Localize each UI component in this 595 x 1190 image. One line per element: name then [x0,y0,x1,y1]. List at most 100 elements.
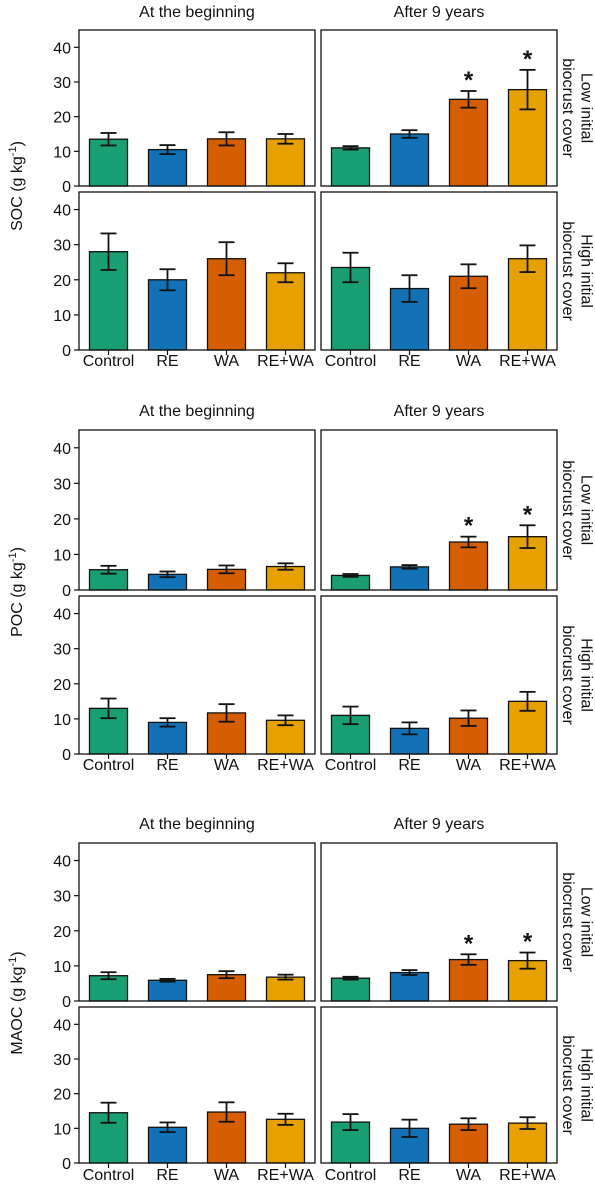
bar [448,958,489,1002]
row-strip-label-line: biocrust cover [559,625,576,725]
y-axis-title-close: ) [9,547,26,552]
y-tick-label: 0 [62,994,71,1011]
panel [78,191,316,351]
y-tick-label: 10 [53,1121,71,1138]
y-axis-title-exponent: -1 [7,552,19,562]
x-tick-label: Control [325,1167,377,1184]
y-tick-label: 10 [53,308,71,325]
x-tick-label: RE+WA [257,757,314,774]
x-tick-label: RE [156,757,178,774]
y-axis-title: POC (g kg-1) [7,547,26,637]
y-tick-label: 20 [53,924,71,941]
bar [389,566,430,591]
y-tick-label: 0 [62,179,71,196]
y-tick-label: 30 [53,476,71,493]
bar [265,138,306,187]
x-tick-label: WA [214,1167,240,1184]
column-strip-label: At the beginning [139,403,255,420]
x-tick-label: RE [156,353,178,370]
y-tick-label: 0 [62,583,71,600]
y-tick-label: 30 [53,642,71,659]
panel-border [320,429,558,591]
x-tick-label: RE [398,1167,420,1184]
x-tick-label: Control [83,353,135,370]
y-axis-title-close: ) [9,951,26,956]
column-strip-label: After 9 years [394,403,485,420]
bar [448,98,489,187]
y-tick-label: 30 [53,238,71,255]
significance-star: * [464,930,474,957]
x-tick-label: WA [214,353,240,370]
row-strip-label-line: biocrust cover [559,221,576,321]
y-tick-label: 10 [53,547,71,564]
y-tick-label: 30 [53,1052,71,1069]
row-strip-label-line: Low initial [578,73,595,143]
significance-star: * [523,46,533,73]
row-strip-label: High initialbiocrust cover [559,625,594,725]
panel-border [320,595,558,755]
x-tick-label: Control [83,1167,135,1184]
row-strip-label: Low initialbiocrust cover [559,460,594,560]
y-tick-label: 40 [53,1017,71,1034]
panel [78,429,316,591]
panel-border [78,191,316,351]
y-axis-title-name: POC [9,598,26,637]
significance-star: * [523,929,533,956]
column-strip-label: At the beginning [139,4,255,21]
y-tick-label: 40 [53,607,71,624]
x-tick-label: Control [325,757,377,774]
chart-group-maoc: At the beginning After 9 years Low initial… [7,816,595,1184]
panel-border [78,29,316,187]
y-axis-title-close: ) [9,141,26,146]
y-axis-title-unit: (g kg [9,562,26,598]
panel-border [78,595,316,755]
row-strip-label-line: biocrust cover [559,58,576,158]
y-tick-label: 10 [53,959,71,976]
row-strip-label: High initialbiocrust cover [559,221,594,321]
y-axis-title-exponent: -1 [7,146,19,156]
panel: ** [320,842,558,1002]
x-tick-label: RE+WA [499,353,556,370]
y-tick-label: 40 [53,40,71,57]
row-strip-label-line: biocrust cover [559,460,576,560]
x-tick-label: RE+WA [499,757,556,774]
x-tick-label: RE+WA [257,1167,314,1184]
row-strip-label-line: High initial [578,234,595,308]
bar [448,541,489,591]
panel [320,1006,558,1164]
y-axis-title: MAOC (g kg-1) [7,951,26,1054]
panel [320,595,558,755]
x-tick-label: RE [398,353,420,370]
row-strip-label-line: High initial [578,1048,595,1122]
y-tick-label: 30 [53,75,71,92]
panel-border [78,429,316,591]
row-strip-label: Low initialbiocrust cover [559,58,594,158]
y-tick-label: 0 [62,343,71,360]
row-strip-label: Low initialbiocrust cover [559,872,594,972]
y-tick-label: 40 [53,203,71,220]
y-tick-label: 20 [53,677,71,694]
y-tick-label: 30 [53,889,71,906]
bar [330,977,371,1002]
panel: ** [320,29,558,187]
panel-border [320,191,558,351]
column-strip-label: At the beginning [139,816,255,833]
x-tick-label: RE [156,1167,178,1184]
bar [265,1118,306,1164]
panel-border [78,1006,316,1164]
bar [88,707,129,755]
bar [330,147,371,187]
significance-star: * [464,513,474,540]
y-axis-title: SOC (g kg-1) [7,141,26,231]
panel [78,29,316,187]
x-tick-label: WA [456,353,482,370]
panel-border [320,29,558,187]
significance-star: * [523,501,533,528]
y-axis-title-name: SOC [9,192,26,231]
column-strip-label: After 9 years [394,816,485,833]
panel: ** [320,429,558,591]
panel-border [320,842,558,1002]
row-strip-label-line: High initial [578,638,595,712]
x-tick-label: RE+WA [257,353,314,370]
